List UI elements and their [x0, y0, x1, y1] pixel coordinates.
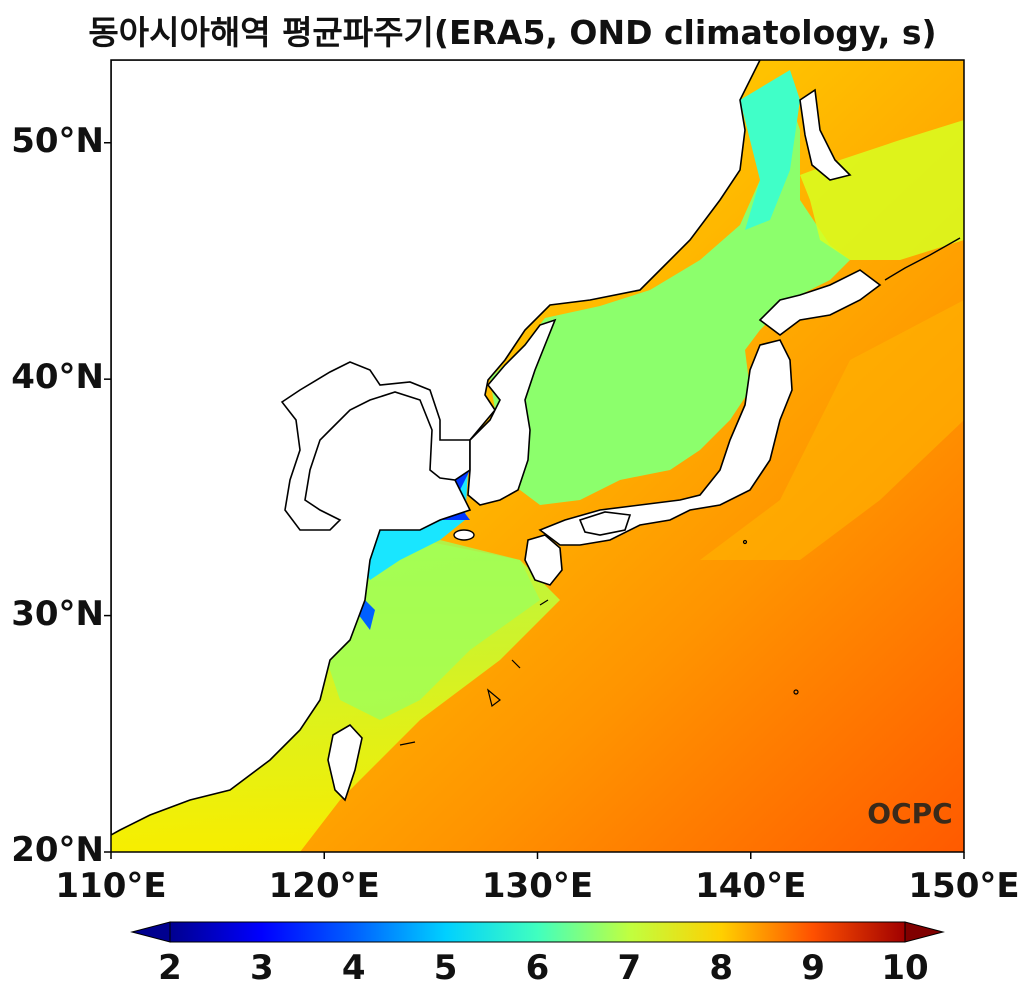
colorbar-tick-label: 10 — [881, 948, 929, 988]
colorbar-tick-label: 4 — [341, 948, 366, 988]
lon-tick-label: 110°E — [55, 866, 167, 906]
honshu — [538, 339, 793, 546]
lon-tick-label: 140°E — [695, 866, 807, 906]
ocpc-watermark: OCPC — [867, 797, 952, 830]
lat-tick-label: 50°N — [11, 120, 104, 161]
colorbar — [130, 921, 945, 943]
korean-peninsula — [467, 318, 557, 506]
lon-tick-label: 130°E — [481, 866, 594, 906]
colorbar-bar — [169, 921, 906, 943]
colorbar-tick-label: 3 — [250, 948, 274, 988]
lat-tick-label: 40°N — [11, 357, 104, 398]
colorbar-tick-label: 9 — [801, 948, 825, 988]
taiwan — [327, 723, 363, 802]
colorbar-tick-label: 2 — [158, 948, 182, 988]
colorbar-extend-min — [130, 921, 171, 943]
lat-tick-label: 20°N — [11, 830, 104, 870]
colorbar-tick-label: 5 — [433, 948, 458, 988]
lon-tick-label: 150°E — [908, 866, 1020, 906]
colorbar-tick-label: 6 — [525, 948, 550, 988]
colorbar-extend-max — [904, 921, 945, 943]
lon-tick-label: 120°E — [268, 866, 380, 906]
lat-tick-label: 30°N — [11, 593, 104, 634]
chart-title: 동아시아해역 평균파주기(ERA5, OND climatology, s) — [88, 13, 937, 52]
colorbar-tick-label: 7 — [617, 948, 642, 988]
map-area — [111, 60, 964, 852]
colorbar-tick-label: 8 — [709, 948, 734, 988]
tick-marks — [104, 141, 965, 859]
